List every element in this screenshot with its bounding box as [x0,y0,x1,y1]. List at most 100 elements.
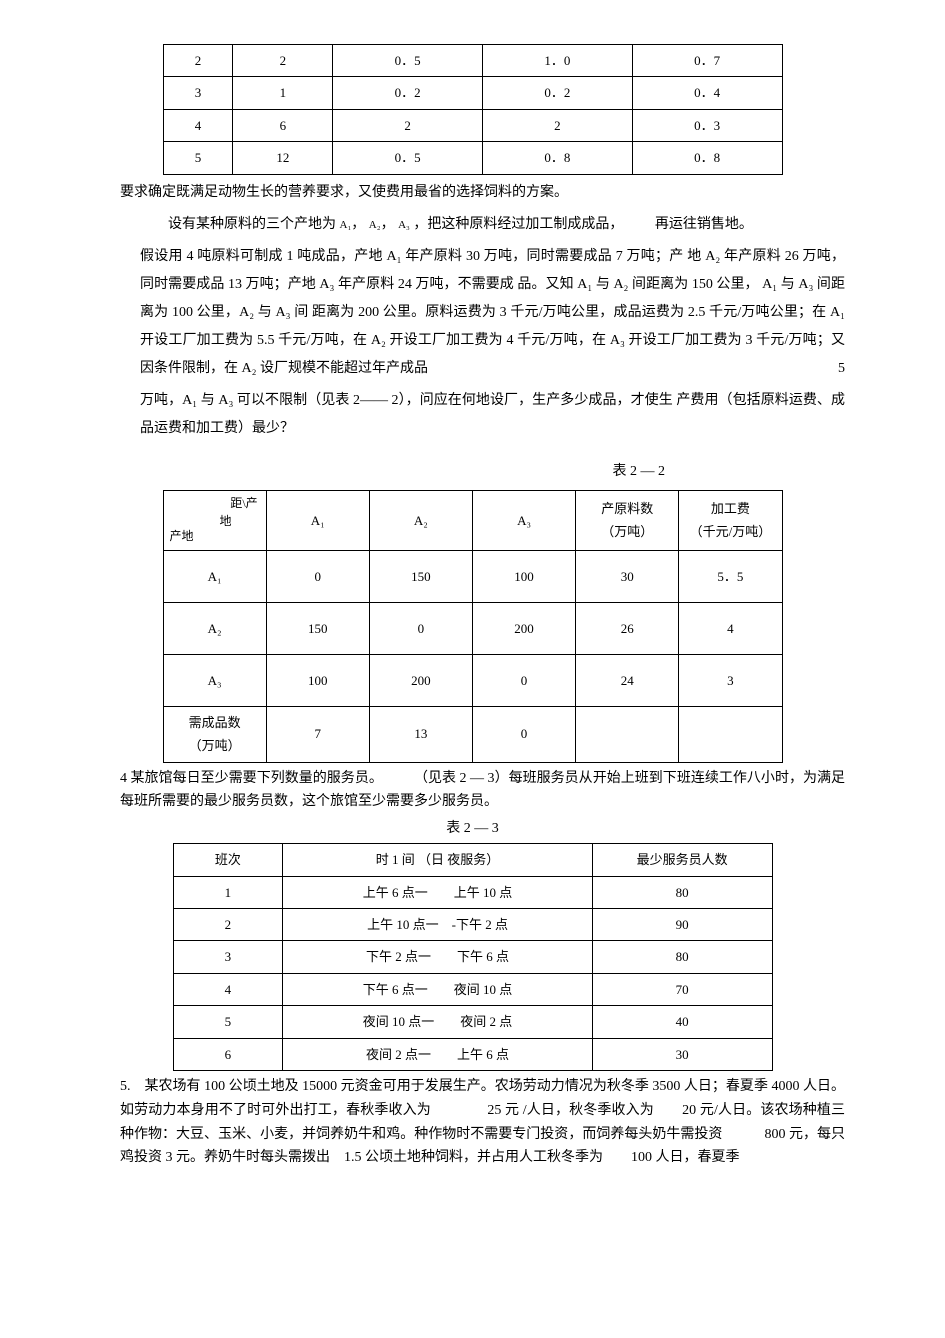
cell: 30 [576,550,679,602]
cell: 2 [233,45,333,77]
cell: 0 [472,706,575,762]
cell: 0．5 [333,45,483,77]
cell: 100 [472,550,575,602]
cell: 80 [592,876,772,908]
cell: 0．2 [333,77,483,109]
table-row: 6 夜间 2 点一 上午 6 点 30 [173,1038,772,1070]
text: ，把这种原料经过加工制成成品， [413,217,623,232]
cell: 夜间 2 点一 上午 6 点 [283,1038,592,1070]
cell-empty [679,706,782,762]
cell: 0．3 [632,109,782,141]
row-header: A₁ [163,550,266,602]
cell: 26 [576,602,679,654]
table-row: 5 夜间 10 点一 夜间 2 点 40 [173,1006,772,1038]
cell: 0．2 [482,77,632,109]
table-header-row: 距\产 地 产地 A₁ A₂ A₃ 产原料数 （万吨） 加工费 （千元/万吨） [163,490,782,550]
cell: 200 [472,602,575,654]
cell: 80 [592,941,772,973]
cell: 100 [266,654,369,706]
table-row: A₂ 150 0 200 26 4 [163,602,782,654]
cell: 5 [173,1006,283,1038]
col-header: 最少服务员人数 [592,844,772,876]
cell: 30 [592,1038,772,1070]
symbol-a2: A₂ [369,219,381,231]
cell: 0．7 [632,45,782,77]
text: 设有某种原料的三个产地为 [168,217,336,232]
col-header: 加工费 （千元/万吨） [679,490,782,550]
cell: 0．5 [333,142,483,174]
row-header: A₂ [163,602,266,654]
cell: 0 [266,550,369,602]
table-row: 3 下午 2 点一 下午 6 点 80 [173,941,772,973]
paragraph-question: 万吨，A₁ 与 A₃ 可以不限制（见表 2—— 2），问应在何地设厂，生产多少成… [140,387,845,443]
table-row: A₁ 0 150 100 30 5．5 [163,550,782,602]
cell: 4 [679,602,782,654]
cell: 0 [472,654,575,706]
cell: 3 [163,77,233,109]
paragraph-problem: 假设用 4 吨原料可制成 1 吨成品，产地 A₁ 年产原料 30 万吨，同时需要… [140,243,845,383]
cell: 70 [592,973,772,1005]
table-row: 3 1 0．2 0．2 0．4 [163,77,782,109]
cell: 2 [333,109,483,141]
cell: 2 [482,109,632,141]
cell: 0．8 [482,142,632,174]
col-header: A₁ [266,490,369,550]
table3-caption: 表 2 — 3 [100,816,845,841]
table-row: 1 上午 6 点一 上午 10 点 80 [173,876,772,908]
cell: 1 [173,876,283,908]
cell: 0．8 [632,142,782,174]
table2-caption: 表 2 — 2 [100,459,845,484]
cell: 夜间 10 点一 夜间 2 点 [283,1006,592,1038]
cell: 7 [266,706,369,762]
nutrition-table: 2 2 0．5 1．0 0．7 3 1 0．2 0．2 0．4 4 6 2 2 … [163,44,783,175]
cell: 6 [233,109,333,141]
cell: 90 [592,909,772,941]
cell: 4 [163,109,233,141]
paragraph-origins: 设有某种原料的三个产地为 A₁， A₂， A₃ ，把这种原料经过加工制成成品， … [140,211,845,239]
cell: 0 [369,602,472,654]
cell-empty [576,706,679,762]
table-row: 4 下午 6 点一 夜间 10 点 70 [173,973,772,1005]
cell: 0．4 [632,77,782,109]
table-row: A₃ 100 200 0 24 3 [163,654,782,706]
table-row: 5 12 0．5 0．8 0．8 [163,142,782,174]
paragraph-farm: 5. 某农场有 100 公顷土地及 15000 元资金可用于发展生产。农场劳动力… [120,1075,845,1170]
cell: 150 [266,602,369,654]
cell: 13 [369,706,472,762]
cell: 200 [369,654,472,706]
symbol-a3: A₃ [398,219,410,231]
cell: 下午 6 点一 夜间 10 点 [283,973,592,1005]
cell: 12 [233,142,333,174]
cell: 24 [576,654,679,706]
nutrition-table-body: 2 2 0．5 1．0 0．7 3 1 0．2 0．2 0．4 4 6 2 2 … [163,45,782,175]
text: 再运往销售地。 [655,217,753,232]
cell: 2 [173,909,283,941]
distance-cost-table: 距\产 地 产地 A₁ A₂ A₃ 产原料数 （万吨） 加工费 （千元/万吨） … [163,490,783,763]
cell: 1 [233,77,333,109]
cell: 5．5 [679,550,782,602]
table-demand-row: 需成品数 （万吨） 7 13 0 [163,706,782,762]
table-row: 2 2 0．5 1．0 0．7 [163,45,782,77]
col-header: 产原料数 （万吨） [576,490,679,550]
col-header: 时 1 间 （日 夜服务） [283,844,592,876]
paragraph-requirement: 要求确定既满足动物生长的营养要求，又使费用最省的选择饲料的方案。 [120,179,845,207]
table-row: 2 上午 10 点一 -下午 2 点 90 [173,909,772,941]
text: 假设用 4 吨原料可制成 1 吨成品，产地 A₁ 年产原料 30 万吨，同时需要… [140,249,845,376]
row-header: A₃ [163,654,266,706]
col-header: A₃ [472,490,575,550]
symbol-a1: A₁ [340,219,352,231]
text-tail: 5 [838,355,845,383]
diag-top-label: 距\产 [230,493,257,515]
cell: 下午 2 点一 下午 6 点 [283,941,592,973]
comma: ， [381,217,395,232]
cell: 2 [163,45,233,77]
row-header: 需成品数 （万吨） [163,706,266,762]
col-header: 班次 [173,844,283,876]
paragraph-hotel: 4 某旅馆每日至少需要下列数量的服务员。 （见表 2 — 3）每班服务员从开始上… [120,767,845,815]
cell: 3 [679,654,782,706]
diag-bot-label: 产地 [170,526,194,548]
cell: 上午 6 点一 上午 10 点 [283,876,592,908]
comma: ， [351,217,365,232]
cell: 4 [173,973,283,1005]
cell: 3 [173,941,283,973]
